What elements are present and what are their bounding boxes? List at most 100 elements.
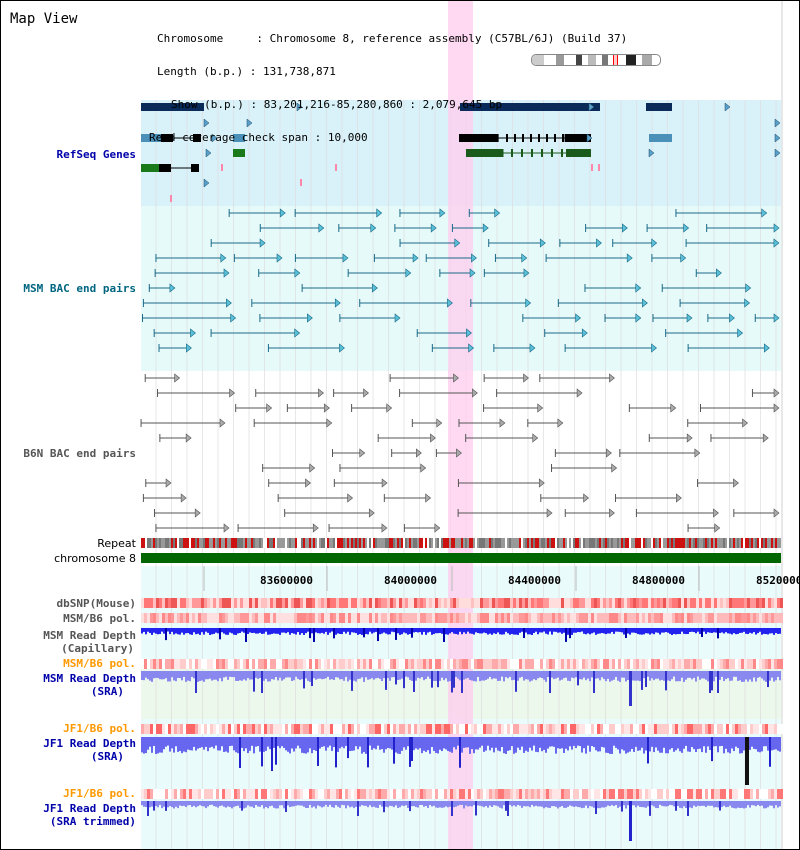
track-label-jf1-depth-trim[interactable]: JF1 Read Depth (SRA trimmed) [43,802,136,828]
depth-bar [401,801,403,806]
heat-mark [552,613,555,623]
heat-mark [714,789,717,799]
track-label-jf1-b6-pol-2[interactable]: JF1/B6 pol. [63,787,136,800]
depth-bar [475,628,477,633]
heat-mark [516,598,519,608]
depth-bar [199,801,201,806]
track-label-msm-b6-pol-2[interactable]: MSM/B6 pol. [63,657,136,670]
heat-mark [609,659,612,669]
depth-bar [361,628,363,635]
chromosome-ideogram[interactable] [531,54,661,66]
repeat-mark [659,538,661,548]
depth-bar [775,801,777,806]
depth-bar [665,671,667,691]
repeat-mark [697,538,699,548]
heat-mark [327,613,330,623]
repeat-mark [333,538,335,548]
depth-bar [555,801,557,807]
repeat-mark [643,538,645,548]
heat-mark [306,613,309,623]
track-label-jf1-b6-pol-1[interactable]: JF1/B6 pol. [63,722,136,735]
heat-mark [477,789,480,799]
heat-mark [333,659,336,669]
depth-bar [457,628,459,635]
heat-mark [507,724,510,734]
depth-bar [289,628,291,635]
depth-bar [225,671,227,677]
repeat-mark [493,538,495,548]
depth-bar [345,671,347,677]
depth-bar [703,801,705,806]
heat-mark [579,598,582,608]
heat-mark [495,724,498,734]
b6n-pair-arrow [436,418,443,428]
heat-mark [525,724,528,734]
gene-block [649,134,672,142]
heat-mark [387,613,390,623]
depth-bar [215,671,217,680]
heat-mark [294,789,297,799]
depth-bar [211,671,213,681]
depth-bar [345,801,347,809]
depth-bar [371,737,373,750]
depth-bar [171,737,173,749]
depth-bar [179,737,181,752]
track-label-msm-depth-sra[interactable]: MSM Read Depth (SRA) [43,672,136,698]
track-label-chromosome[interactable]: chromosome 8 [54,552,136,565]
repeat-mark [413,538,415,548]
heat-mark [429,724,432,734]
depth-bar [535,801,537,806]
track-label-msm-depth-cap[interactable]: MSM Read Depth (Capillary) [43,629,136,655]
repeat-mark [717,538,719,548]
depth-bar [779,671,781,681]
depth-bar [353,801,355,809]
heat-mark [366,613,369,623]
depth-bar [225,628,227,635]
heat-mark [567,613,570,623]
heat-mark [744,598,747,608]
depth-bar [569,801,571,806]
depth-bar [231,628,233,634]
depth-bar [317,801,319,806]
track-label-repeat[interactable]: Repeat [97,537,136,550]
depth-bar [617,628,619,632]
heat-mark [540,724,543,734]
b6n-pair-arrow [546,508,553,518]
repeat-mark [451,538,453,548]
heat-mark [711,724,714,734]
heat-mark [147,659,150,669]
heat-mark [195,598,198,608]
heat-mark [516,724,519,734]
depth-bar [343,737,345,749]
heat-mark [564,598,567,608]
repeat-mark [631,538,633,548]
depth-bar [211,801,213,805]
heat-mark [390,613,393,623]
repeat-mark [473,538,475,548]
track-label-jf1-depth-sra[interactable]: JF1 Read Depth (SRA) [43,737,136,763]
track-label-msm-bac[interactable]: MSM BAC end pairs [23,282,136,295]
repeat-mark [311,538,313,548]
depth-bar [207,737,209,752]
depth-bar [483,737,485,752]
heat-mark [171,789,174,799]
depth-bar [163,628,165,634]
track-label-dbsnp[interactable]: dbSNP(Mouse) [56,597,136,610]
axis-tick-label: 84000000 [384,574,437,587]
repeat-mark [777,538,779,548]
heat-mark [765,613,768,623]
track-label-msm-b6-pol-1[interactable]: MSM/B6 pol. [63,612,136,625]
heat-mark [558,789,561,799]
heat-mark [384,613,387,623]
b6n-pair-arrow [434,523,441,533]
track-label-refseq[interactable]: RefSeq Genes [56,148,136,161]
heat-mark [633,724,636,734]
depth-bar [263,628,265,634]
depth-bar [177,671,179,678]
heat-mark [345,789,348,799]
heat-mark [513,789,516,799]
repeat-mark [477,538,479,548]
repeat-mark [215,538,217,548]
depth-bar [733,737,735,752]
track-label-b6n-bac[interactable]: B6N BAC end pairs [23,447,136,460]
